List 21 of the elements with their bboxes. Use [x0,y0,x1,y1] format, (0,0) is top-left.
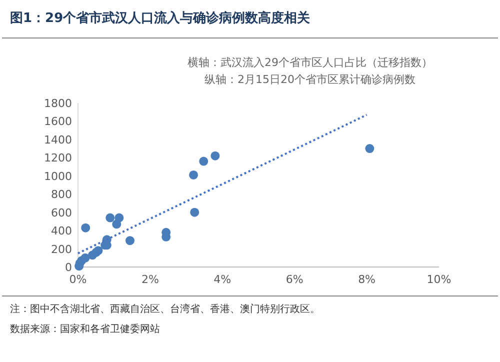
x-tick-label: 2% [141,273,159,286]
x-tick-label: 4% [214,273,232,286]
y-tick-label: 1200 [44,152,72,165]
x-tick-label: 8% [358,273,376,286]
chart-title: 图1：29个省市武汉人口流入与确诊病例数高度相关 [10,10,312,26]
text: 横轴：武汉流入29个省市区人口占比（迁移指数） [188,56,432,69]
text: 纵轴：2月15日20个省市区累计确诊病例数 [204,73,416,86]
y-tick-label: 400 [51,224,72,238]
x-tick-label: 0% [69,273,87,286]
y-tick-label: 1400 [44,133,72,146]
y-tick-label: 800 [51,188,72,202]
y-tick-label: 600 [51,206,72,220]
text: 注：图中不含湖北省、西藏自治区、台湾省、香港、澳门特别行政区。 [10,303,320,315]
y-tick-label: 1800 [44,97,72,110]
y-tick-label: 0 [65,261,72,274]
y-tick-label: 1000 [44,170,72,183]
source-note: 数据来源：国家和各省卫健委网站 [10,323,160,335]
y-tick-label: 200 [51,242,72,256]
x-tick-label: 6% [286,273,304,286]
y-tick-label: 1600 [44,115,72,128]
x-tick-label: 10% [426,273,452,286]
